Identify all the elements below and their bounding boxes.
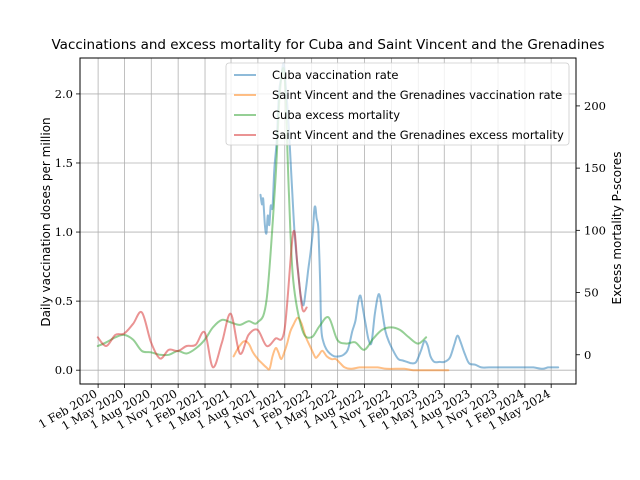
series-line-1 bbox=[232, 316, 450, 372]
legend-label-2: Cuba excess mortality bbox=[272, 108, 400, 122]
plot-frame bbox=[79, 57, 577, 385]
y-axis-right-label: Excess mortality P-scores bbox=[610, 152, 624, 305]
y-left-tick-label: 1.5 bbox=[55, 156, 73, 170]
legend-box bbox=[225, 62, 570, 146]
legend-label-0: Cuba vaccination rate bbox=[272, 68, 398, 82]
y-left-tick-label: 0.5 bbox=[55, 294, 73, 308]
y-right-tick-label: 0 bbox=[584, 348, 591, 362]
y-right-tick-label: 100 bbox=[584, 223, 606, 237]
y-right-tick-label: 200 bbox=[584, 99, 606, 113]
y-left-tick-label: 1.0 bbox=[55, 225, 73, 239]
y-left-tick-label: 2.0 bbox=[55, 87, 73, 101]
y-right-tick-label: 150 bbox=[584, 161, 606, 175]
y-left-tick-label: 0.0 bbox=[55, 363, 73, 377]
legend-label-1: Saint Vincent and the Grenadines vaccina… bbox=[272, 88, 562, 102]
chart-title: Vaccinations and excess mortality for Cu… bbox=[52, 37, 605, 53]
legend: Cuba vaccination rate Saint Vincent and t… bbox=[225, 62, 570, 146]
y-axis-left-label: Daily vaccination doses per million bbox=[39, 117, 53, 326]
legend-label-3: Saint Vincent and the Grenadines excess … bbox=[272, 128, 564, 142]
y-right-tick-label: 50 bbox=[584, 286, 599, 300]
series-line-3 bbox=[96, 229, 308, 369]
